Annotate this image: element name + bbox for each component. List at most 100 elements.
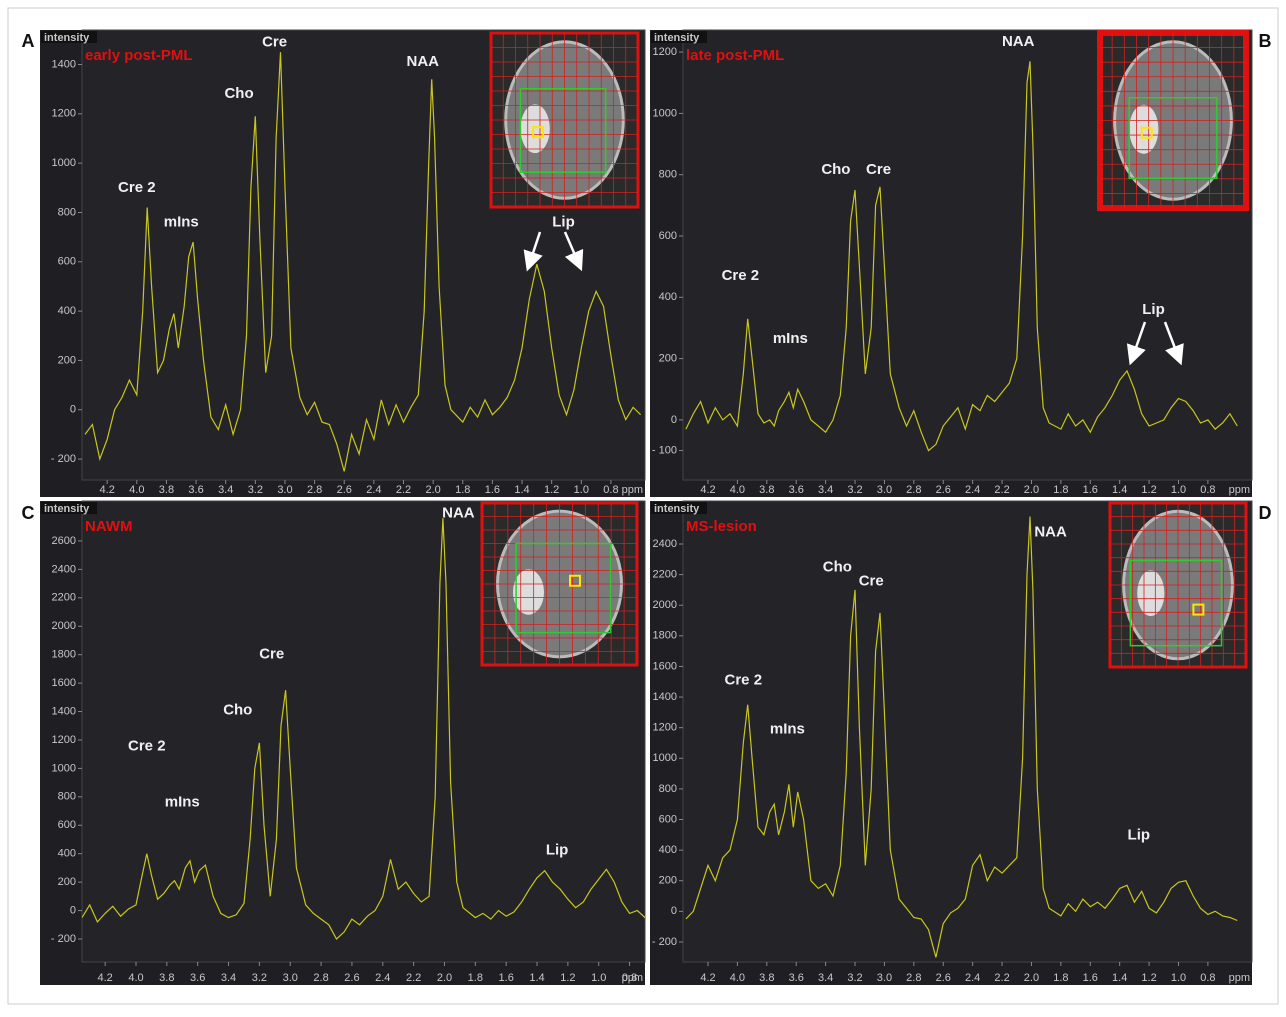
y-tick-label: 400 xyxy=(58,305,76,317)
x-tick-label: 1.4 xyxy=(514,484,529,496)
y-tick-label: 0 xyxy=(671,905,677,917)
x-tick-label: 1.8 xyxy=(1053,484,1068,496)
peak-label: NAA xyxy=(1034,523,1067,540)
y-tick-label: 1400 xyxy=(653,691,677,703)
x-tick-label: 3.2 xyxy=(847,972,862,984)
x-tick-label: 3.2 xyxy=(252,972,267,984)
x-tick-label: 1.0 xyxy=(591,972,606,984)
peak-label: Cre xyxy=(859,572,884,589)
x-tick-label: 2.6 xyxy=(344,972,359,984)
peak-label: Cre xyxy=(259,645,284,662)
peak-label: Lip xyxy=(552,213,575,230)
x-tick-label: 0.8 xyxy=(1200,972,1215,984)
peak-label: mIns xyxy=(165,793,200,810)
peak-label: Cre xyxy=(262,33,287,50)
x-tick-label: 3.0 xyxy=(283,972,298,984)
y-tick-label: 1600 xyxy=(52,677,76,689)
peak-label: Cre 2 xyxy=(725,671,763,688)
x-tick-label: 1.8 xyxy=(455,484,470,496)
y-tick-label: 600 xyxy=(58,256,76,268)
x-tick-label: 2.2 xyxy=(406,972,421,984)
x-tick-label: 3.4 xyxy=(221,972,236,984)
x-tick-label: 1.8 xyxy=(1053,972,1068,984)
x-tick-label: 2.6 xyxy=(337,484,352,496)
y-tick-label: 1400 xyxy=(52,705,76,717)
y-tick-label: 1000 xyxy=(52,762,76,774)
peak-label: Cre xyxy=(866,161,891,178)
x-tick-label: 2.2 xyxy=(396,484,411,496)
x-tick-label: 1.2 xyxy=(1141,972,1156,984)
panel-letter: B xyxy=(1259,31,1272,51)
y-tick-label: 1000 xyxy=(52,157,76,169)
x-tick-label: 3.4 xyxy=(818,972,833,984)
x-tick-label: 2.0 xyxy=(425,484,440,496)
x-tick-label: 3.2 xyxy=(248,484,263,496)
inset-lesion xyxy=(513,569,544,614)
x-tick-label: 3.0 xyxy=(877,484,892,496)
y-tick-label: 2400 xyxy=(52,563,76,575)
peak-label: NAA xyxy=(442,504,475,521)
x-tick-label: 2.8 xyxy=(307,484,322,496)
panel-letter: D xyxy=(1259,503,1272,523)
x-tick-label: 1.4 xyxy=(529,972,544,984)
y-tick-label: 2400 xyxy=(653,538,677,550)
y-tick-label: - 200 xyxy=(652,936,677,948)
page: {"chart_data": [ {"type": "line", "panel… xyxy=(0,0,1286,1017)
y-tick-label: 1200 xyxy=(52,108,76,120)
peak-label: Cre 2 xyxy=(722,267,760,284)
x-tick-label: 3.0 xyxy=(877,972,892,984)
y-tick-label: 600 xyxy=(58,819,76,831)
y-tick-label: 800 xyxy=(58,791,76,803)
x-tick-label: 1.4 xyxy=(1112,972,1127,984)
x-tick-label: 3.2 xyxy=(847,484,862,496)
y-tick-label: 800 xyxy=(659,783,677,795)
y-tick-label: 200 xyxy=(58,354,76,366)
x-tick-label: 2.0 xyxy=(1024,484,1039,496)
y-tick-label: 1000 xyxy=(653,752,677,764)
x-tick-label: 4.2 xyxy=(700,484,715,496)
x-tick-label: 2.0 xyxy=(437,972,452,984)
y-tick-label: 1200 xyxy=(653,46,677,58)
x-tick-label: 3.6 xyxy=(188,484,203,496)
y-tick-label: 1800 xyxy=(52,649,76,661)
peak-label: Lip xyxy=(546,842,569,859)
x-tick-label: 1.6 xyxy=(485,484,500,496)
x-tick-label: 3.0 xyxy=(277,484,292,496)
y-tick-label: 1600 xyxy=(653,660,677,672)
panel-letter: A xyxy=(22,31,35,51)
inset-lesion xyxy=(1129,105,1158,154)
inset-lesion xyxy=(1137,570,1164,616)
x-tick-label: 1.0 xyxy=(574,484,589,496)
y-axis-label: intensity xyxy=(44,503,90,515)
x-tick-label: 2.8 xyxy=(313,972,328,984)
x-tick-label: 1.6 xyxy=(499,972,514,984)
panel-title: MS-lesion xyxy=(686,518,757,535)
peak-label: NAA xyxy=(1002,33,1035,50)
y-tick-label: - 100 xyxy=(652,444,677,456)
x-tick-label: 1.0 xyxy=(1171,484,1186,496)
inset-lesion xyxy=(520,104,549,153)
y-tick-label: 2600 xyxy=(52,535,76,547)
x-tick-label: 3.4 xyxy=(218,484,233,496)
x-tick-label: 3.6 xyxy=(789,484,804,496)
x-tick-label: 1.4 xyxy=(1112,484,1127,496)
y-tick-label: 2200 xyxy=(52,592,76,604)
peak-label: mIns xyxy=(773,330,808,347)
y-tick-label: - 200 xyxy=(51,933,76,945)
x-tick-label: 1.8 xyxy=(468,972,483,984)
x-tick-label: 2.8 xyxy=(906,972,921,984)
peak-label: mIns xyxy=(770,720,805,737)
x-axis-label: ppm xyxy=(622,972,643,984)
y-tick-label: 400 xyxy=(58,848,76,860)
y-tick-label: 1200 xyxy=(653,722,677,734)
y-tick-label: 1400 xyxy=(52,58,76,70)
y-axis-label: intensity xyxy=(654,32,700,44)
peak-label: Cre 2 xyxy=(118,179,156,196)
x-tick-label: 3.8 xyxy=(159,972,174,984)
peak-label: Cho xyxy=(821,161,850,178)
x-tick-label: 4.0 xyxy=(730,484,745,496)
peak-label: Cho xyxy=(823,558,852,575)
x-tick-label: 4.2 xyxy=(700,972,715,984)
panel-letter: C xyxy=(22,503,35,523)
panel-title: early post-PML xyxy=(85,47,193,64)
